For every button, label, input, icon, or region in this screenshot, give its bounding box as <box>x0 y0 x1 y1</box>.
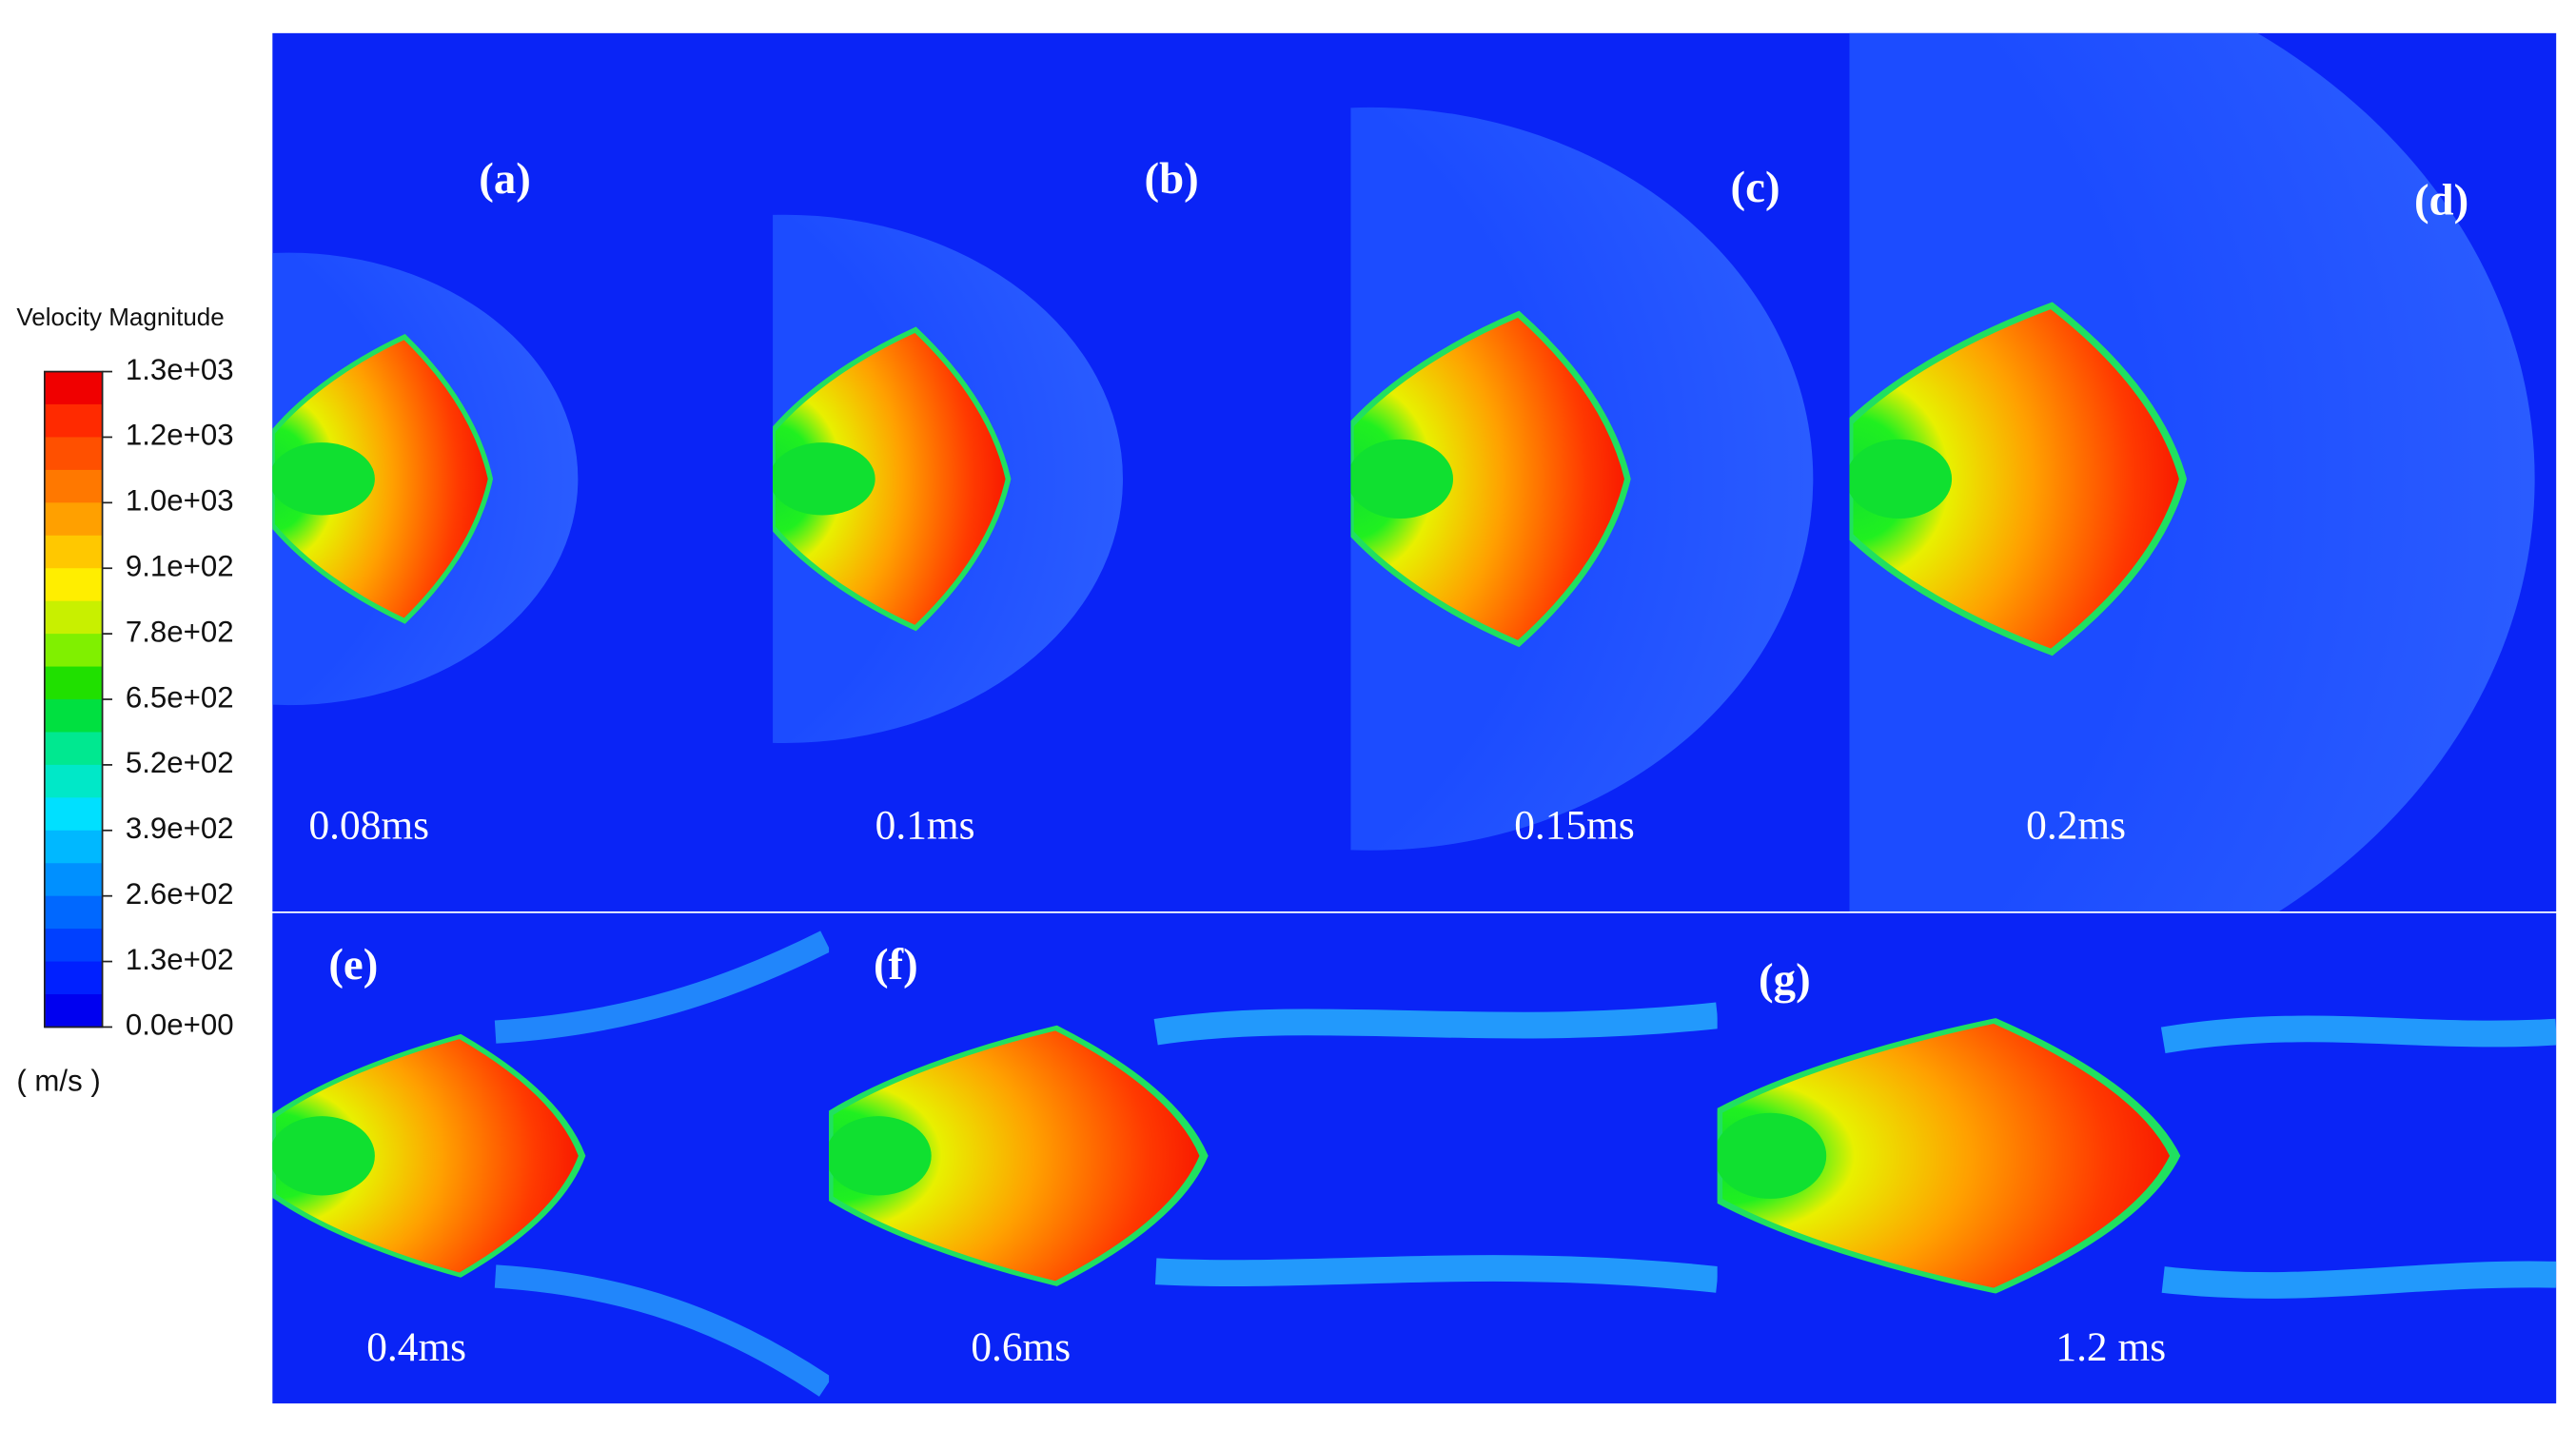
panel-label: (e) <box>328 940 378 989</box>
colorbar-band <box>44 404 103 439</box>
colorbar-label: 9.1e+02 <box>126 549 234 582</box>
panel-label: (g) <box>1759 955 1811 1005</box>
colorbar-band <box>44 929 103 963</box>
colorbar-band <box>44 895 103 930</box>
colorbar-label: 7.8e+02 <box>126 615 234 648</box>
colorbar-band <box>44 797 103 832</box>
colorbar-band <box>44 371 103 405</box>
colorbar-band <box>44 502 103 537</box>
panel-label: (f) <box>874 940 918 989</box>
colorbar-label: 6.5e+02 <box>126 680 234 714</box>
panel-a <box>272 252 579 706</box>
colorbar-title: Velocity Magnitude <box>16 303 224 331</box>
colorbar-band <box>44 830 103 865</box>
colorbar-band <box>44 764 103 799</box>
colorbar-band <box>44 469 103 504</box>
time-label: 0.15ms <box>1514 803 1635 849</box>
time-label: 0.6ms <box>971 1324 1071 1370</box>
colorbar-label: 1.2e+03 <box>126 419 234 452</box>
time-label: 1.2 ms <box>2055 1324 2166 1370</box>
colorbar-label: 1.0e+03 <box>126 484 234 518</box>
colorbar-band <box>44 863 103 897</box>
colorbar-label: 1.3e+03 <box>126 353 234 386</box>
panel-g <box>1717 1015 2557 1299</box>
time-label: 0.2ms <box>2026 803 2126 849</box>
colorbar-band <box>44 634 103 668</box>
panel-f <box>829 1002 1718 1293</box>
panel-label: (b) <box>1145 154 1199 204</box>
colorbar-label: 0.0e+00 <box>126 1009 234 1042</box>
colorbar-unit: ( m/s ) <box>16 1065 100 1098</box>
colorbar-band <box>44 699 103 734</box>
panel-e <box>272 930 830 1397</box>
panel-label: (d) <box>2414 176 2468 225</box>
colorbar-band <box>44 666 103 700</box>
panel-label: (a) <box>479 154 531 204</box>
colorbar-label: 2.6e+02 <box>126 877 234 911</box>
colorbar-band <box>44 732 103 766</box>
colorbar-band <box>44 600 103 635</box>
colorbar-label: 3.9e+02 <box>126 812 234 845</box>
colorbar-band <box>44 961 103 995</box>
panel-b <box>773 214 1123 743</box>
colorbar-band <box>44 437 103 471</box>
panel-d <box>1849 32 2535 911</box>
colorbar-label: 1.3e+02 <box>126 943 234 976</box>
time-label: 0.1ms <box>875 803 975 849</box>
colorbar-label: 5.2e+02 <box>126 746 234 779</box>
colorbar-band <box>44 994 103 1028</box>
time-label: 0.08ms <box>308 803 429 849</box>
panel-c <box>1350 108 1814 851</box>
colorbar <box>43 370 104 1028</box>
panel-bg <box>272 912 2557 1404</box>
colorbar-band <box>44 568 103 602</box>
colorbar-band <box>44 535 103 570</box>
time-label: 0.4ms <box>366 1324 466 1370</box>
panel-label: (c) <box>1731 163 1780 212</box>
